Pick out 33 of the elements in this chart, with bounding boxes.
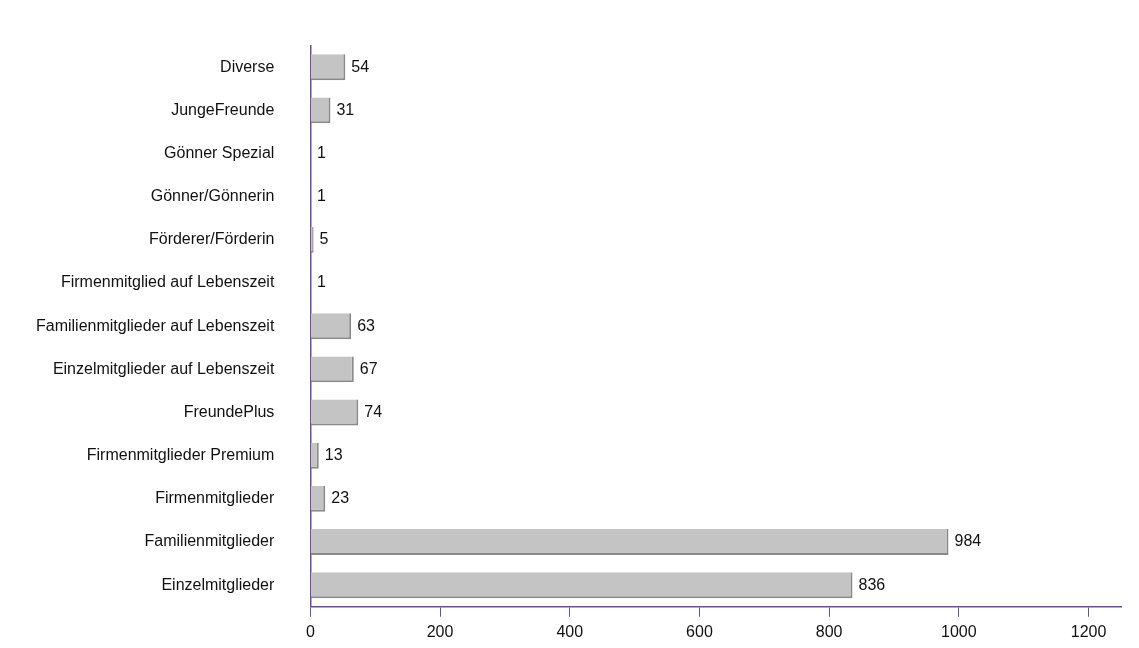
y-tick-label: Firmenmitglieder: [155, 489, 276, 507]
x-tick-label: 600: [686, 622, 713, 640]
y-tick-label: Familienmitglieder: [144, 532, 276, 550]
data-label: 23: [331, 489, 350, 507]
y-tick-label: Familienmitglieder auf Lebenszeit: [36, 316, 275, 334]
y-tick-label: Gönner/Gönnerin: [150, 187, 275, 205]
y-tick-label: Firmenmitglied auf Lebenszeit: [60, 273, 275, 291]
y-tick-label: FreundePlus: [183, 402, 275, 420]
x-tick-label: 0: [305, 622, 315, 640]
y-tick-label: Förderer/Förderin: [148, 230, 275, 248]
data-label: 67: [359, 359, 378, 377]
data-label: 13: [324, 446, 343, 464]
x-tick-label: 400: [556, 622, 584, 640]
data-label: 31: [336, 100, 355, 118]
y-tick-label: Diverse: [220, 57, 275, 75]
data-label: 74: [364, 402, 383, 420]
data-label: 984: [954, 532, 982, 550]
data-label: 836: [858, 575, 886, 593]
data-label: 1: [316, 273, 326, 291]
x-tick-label: 800: [815, 622, 843, 640]
y-tick-label: Einzelmitglieder auf Lebenszeit: [52, 359, 275, 377]
data-label: 1: [316, 143, 326, 161]
x-tick-label: 1000: [941, 622, 977, 640]
y-tick-label: Einzelmitglieder: [161, 575, 276, 593]
data-label: 63: [357, 316, 376, 334]
data-label: 1: [316, 187, 326, 205]
data-label: 5: [319, 230, 329, 248]
data-label: 54: [351, 57, 370, 75]
y-tick-label: JungeFreunde: [171, 100, 275, 118]
x-tick-label: 200: [426, 622, 454, 640]
y-tick-label: Gönner Spezial: [164, 143, 275, 161]
x-tick-label: 1200: [1070, 622, 1107, 640]
y-tick-label: Firmenmitglieder Premium: [86, 446, 275, 464]
